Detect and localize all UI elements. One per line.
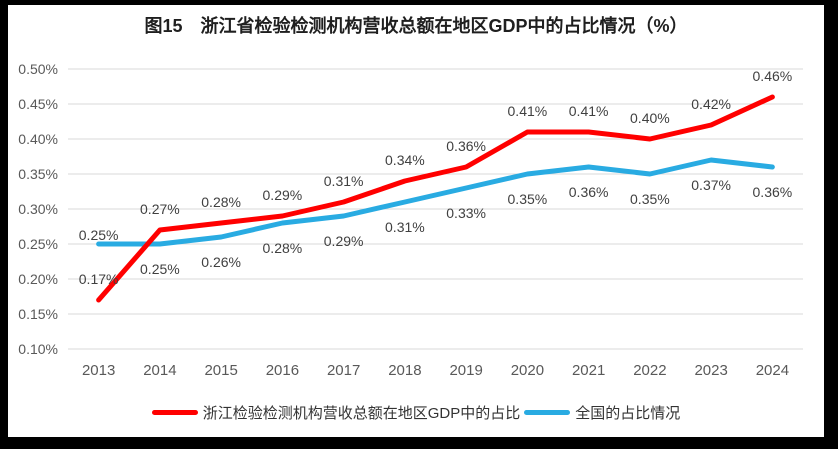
- svg-text:0.28%: 0.28%: [201, 194, 241, 210]
- svg-text:0.37%: 0.37%: [691, 177, 731, 193]
- blue-line-swatch: [524, 410, 571, 415]
- svg-text:0.17%: 0.17%: [79, 271, 119, 287]
- svg-text:0.25%: 0.25%: [140, 261, 180, 277]
- svg-text:0.34%: 0.34%: [385, 152, 425, 168]
- svg-text:0.36%: 0.36%: [446, 138, 486, 154]
- svg-text:2023: 2023: [694, 362, 727, 379]
- svg-text:0.29%: 0.29%: [324, 233, 364, 249]
- svg-text:0.35%: 0.35%: [630, 191, 670, 207]
- legend: 浙江检验检测机构营收总额在地区GDP中的占比 全国的占比情况: [8, 402, 824, 423]
- svg-text:2015: 2015: [204, 362, 237, 379]
- svg-text:0.20%: 0.20%: [18, 271, 58, 287]
- svg-text:2022: 2022: [633, 362, 666, 379]
- svg-text:0.31%: 0.31%: [324, 173, 364, 189]
- svg-text:0.35%: 0.35%: [508, 191, 548, 207]
- legend-item-national: 全国的占比情况: [524, 402, 680, 423]
- line-chart: 0.10% 0.15% 0.20% 0.25% 0.30% 0.35% 0.40% 0.45%…: [18, 61, 803, 379]
- svg-text:0.30%: 0.30%: [18, 201, 58, 217]
- svg-text:2020: 2020: [511, 362, 544, 379]
- legend-label-national: 全国的占比情况: [575, 405, 681, 422]
- svg-text:0.29%: 0.29%: [263, 187, 303, 203]
- svg-text:0.40%: 0.40%: [630, 110, 670, 126]
- svg-text:0.31%: 0.31%: [385, 219, 425, 235]
- svg-text:2016: 2016: [266, 362, 299, 379]
- svg-text:2017: 2017: [327, 362, 360, 379]
- svg-text:0.45%: 0.45%: [18, 96, 58, 112]
- svg-text:2019: 2019: [449, 362, 482, 379]
- svg-text:2018: 2018: [388, 362, 421, 379]
- svg-text:0.27%: 0.27%: [140, 201, 180, 217]
- svg-text:0.10%: 0.10%: [18, 341, 58, 357]
- svg-text:0.41%: 0.41%: [508, 103, 548, 119]
- legend-label-zhejiang: 浙江检验检测机构营收总额在地区GDP中的占比: [202, 405, 521, 422]
- svg-text:0.33%: 0.33%: [446, 205, 486, 221]
- svg-text:0.36%: 0.36%: [569, 184, 609, 200]
- svg-text:0.25%: 0.25%: [79, 227, 119, 243]
- svg-text:0.50%: 0.50%: [18, 61, 58, 77]
- svg-text:0.41%: 0.41%: [569, 103, 609, 119]
- svg-text:0.25%: 0.25%: [18, 236, 58, 252]
- svg-text:0.26%: 0.26%: [201, 254, 241, 270]
- svg-text:2014: 2014: [143, 362, 176, 379]
- legend-item-zhejiang: 浙江检验检测机构营收总额在地区GDP中的占比: [151, 402, 521, 423]
- svg-text:0.46%: 0.46%: [753, 68, 793, 84]
- svg-text:0.42%: 0.42%: [691, 96, 731, 112]
- svg-text:2024: 2024: [756, 362, 789, 379]
- svg-text:0.28%: 0.28%: [263, 240, 303, 256]
- svg-text:0.15%: 0.15%: [18, 306, 58, 322]
- chart-title: 图15 浙江省检验检测机构营收总额在地区GDP中的占比情况（%）: [144, 16, 688, 36]
- svg-text:0.36%: 0.36%: [753, 184, 793, 200]
- svg-text:2013: 2013: [82, 362, 115, 379]
- svg-text:0.40%: 0.40%: [18, 131, 58, 147]
- svg-text:0.35%: 0.35%: [18, 166, 58, 182]
- svg-text:2021: 2021: [572, 362, 605, 379]
- red-line-swatch: [151, 410, 198, 415]
